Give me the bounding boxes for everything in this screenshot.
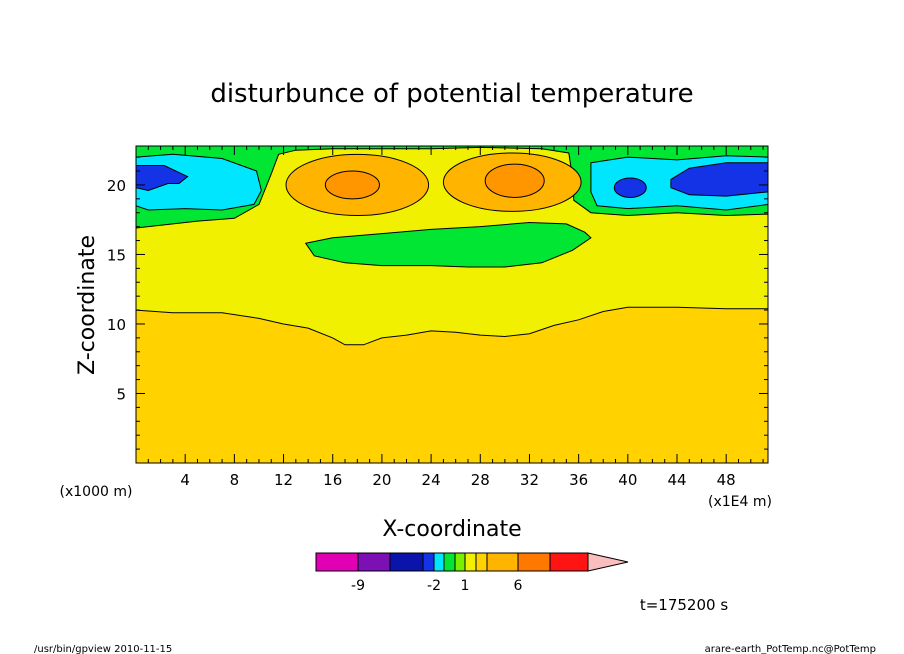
footer-right: arare-earth_PotTemp.nc@PotTemp [705, 644, 876, 654]
x-tick-label: 8 [230, 471, 240, 489]
colorbar-tick-label: -2 [427, 578, 441, 594]
colorbar-segment [517, 552, 551, 572]
plot-area [135, 146, 769, 464]
warm-core-right [484, 163, 545, 198]
footer-left: /usr/bin/gpview 2010-11-15 [34, 644, 172, 654]
colorbar-arrow [587, 552, 629, 572]
colorbar-segment [454, 552, 466, 572]
cold-core-mid [613, 177, 647, 198]
colorbar-segment [549, 552, 589, 572]
colorbar-segment [443, 552, 456, 572]
x-unit-right: (x1E4 m) [708, 494, 772, 510]
x-unit-left: (x1000 m) [60, 484, 133, 500]
contour-lower-layer [135, 306, 769, 464]
colorbar-segment [389, 552, 424, 572]
y-tick-label: 15 [107, 246, 126, 264]
x-tick-label: 44 [667, 471, 686, 489]
chart-title: disturbunce of potential temperature [210, 79, 693, 109]
x-tick-label: 4 [180, 471, 190, 489]
colorbar-segment [315, 552, 359, 572]
warm-core-left [324, 170, 380, 200]
x-tick-label: 28 [471, 471, 490, 489]
x-tick-label: 32 [520, 471, 539, 489]
colorbar-segment [433, 552, 445, 572]
contour-green-band [304, 221, 592, 268]
x-tick-label: 20 [372, 471, 391, 489]
x-tick-label: 16 [323, 471, 342, 489]
y-tick-label: 20 [107, 177, 126, 195]
colorbar-segment [422, 552, 435, 572]
colorbar: -9 -2 1 6 [315, 552, 629, 594]
x-tick-label: 40 [618, 471, 637, 489]
colorbar-segment [486, 552, 519, 572]
plot-frame [135, 145, 769, 464]
x-axis-label: X-coordinate [382, 517, 521, 542]
x-tick-label: 48 [717, 471, 736, 489]
x-tick-label: 24 [422, 471, 441, 489]
cold-core-left [135, 165, 189, 192]
colorbar-tick-label: 1 [461, 578, 470, 594]
y-axis-label: Z-coordinate [75, 235, 100, 375]
x-tick-label: 12 [274, 471, 293, 489]
colorbar-segment [464, 552, 477, 572]
colorbar-tick-label: 6 [514, 578, 523, 594]
y-tick-label: 10 [107, 316, 126, 334]
y-tick-label: 5 [116, 385, 126, 403]
time-label: t=175200 s [640, 596, 728, 614]
colorbar-tick-label: -9 [351, 578, 365, 594]
x-tick-label: 36 [569, 471, 588, 489]
colorbar-segment [357, 552, 391, 572]
colorbar-segment [475, 552, 488, 572]
